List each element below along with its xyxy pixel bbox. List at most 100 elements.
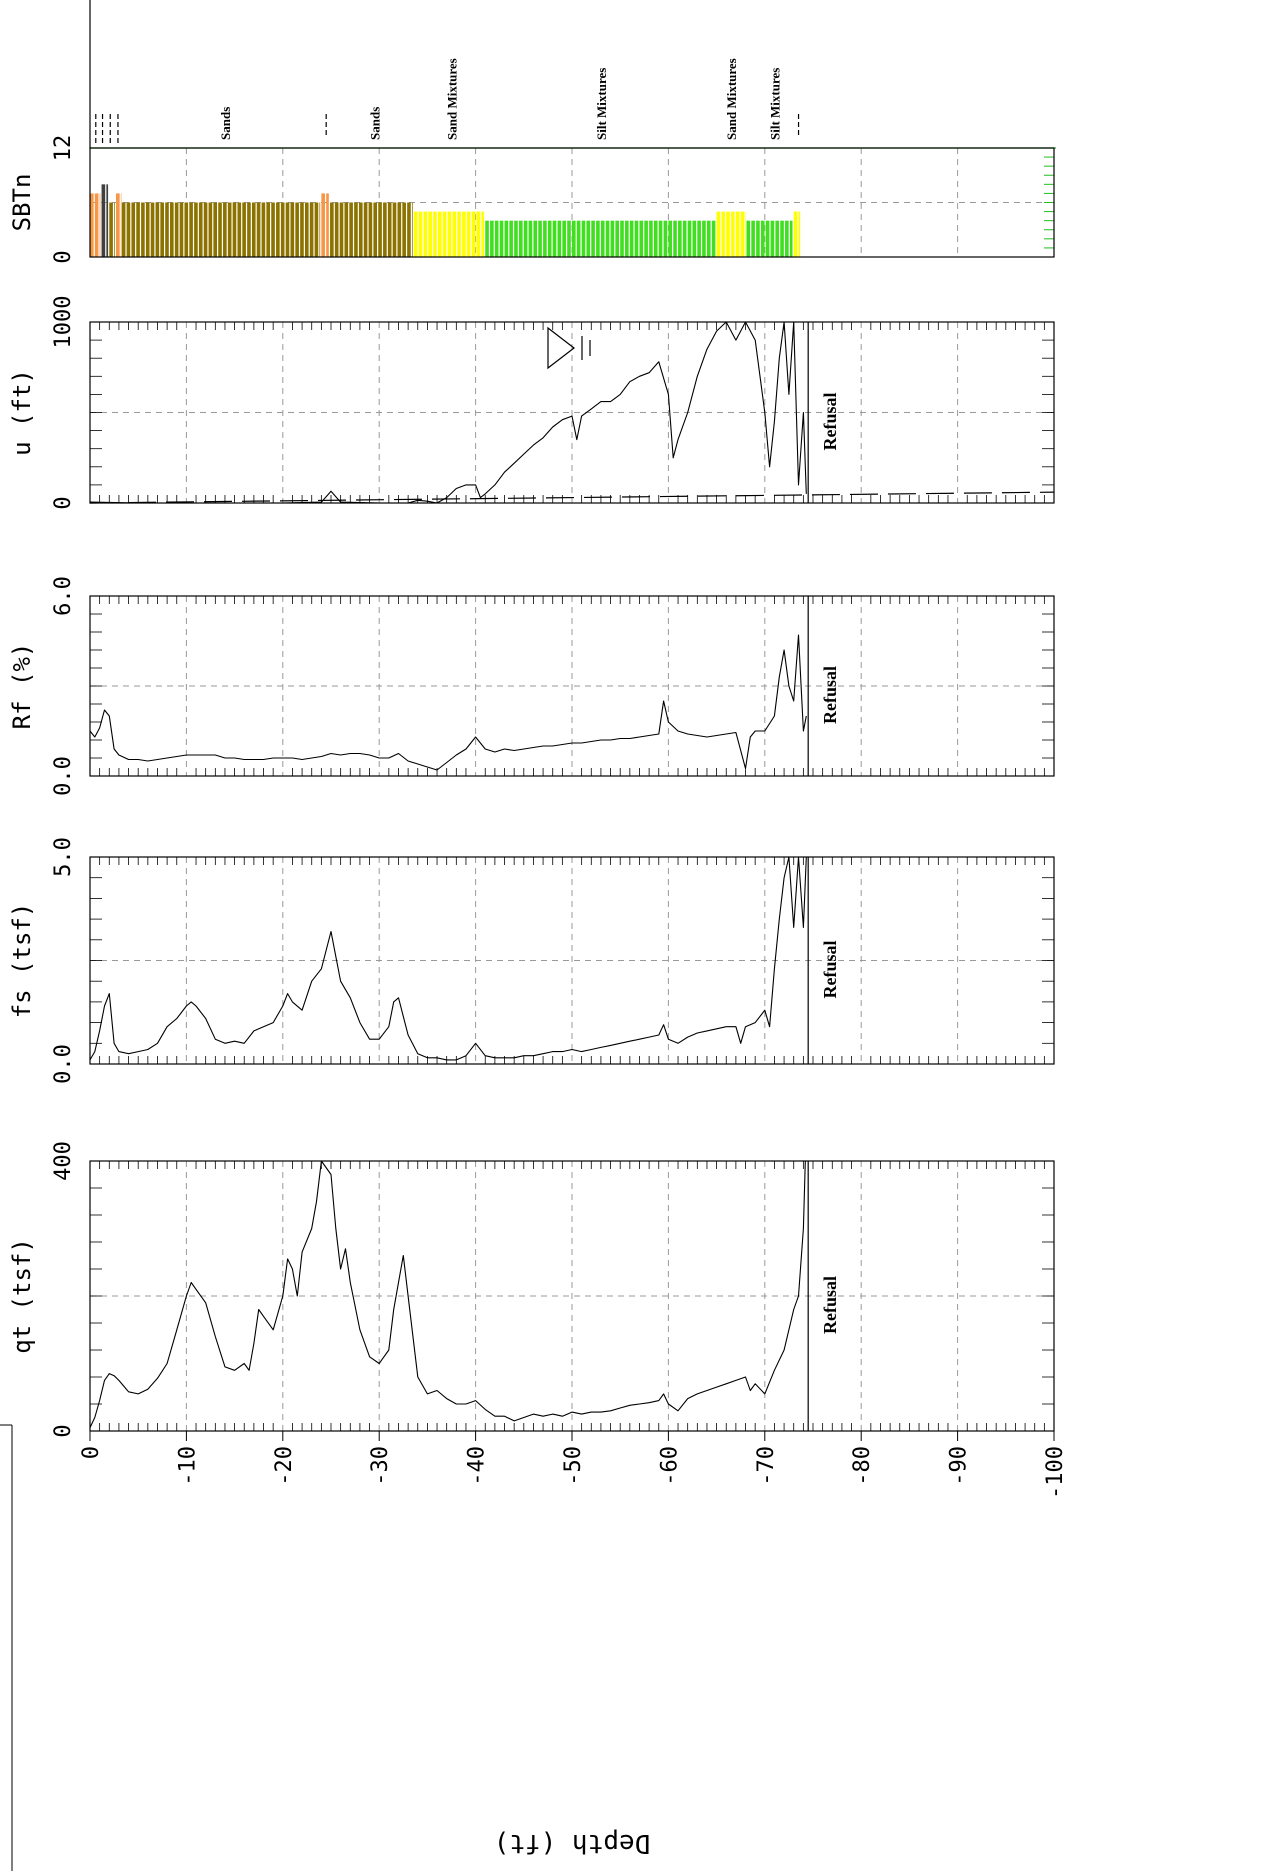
sbtn-bar	[418, 211, 423, 257]
sbtn-bar	[126, 202, 131, 257]
sbtn-bar	[179, 202, 184, 257]
sbtn-zone-label: Silt Mixtures	[767, 68, 782, 140]
sbtn-bar	[615, 220, 619, 257]
sbtn-bar	[625, 220, 629, 257]
sbtn-bar	[644, 220, 648, 257]
sbtn-bar	[581, 220, 586, 257]
sbtn-bar	[114, 202, 115, 257]
sbtn-zone-label: Sand Mixtures	[724, 58, 739, 140]
sbtn-bar	[411, 202, 413, 257]
depth-tick-label: -20	[272, 1446, 297, 1486]
rf-tick-min: 0.0	[51, 756, 76, 796]
sbtn-bar	[793, 211, 798, 257]
fs-tick-max: 5.0	[51, 837, 76, 877]
sbtn-bar	[106, 184, 109, 257]
rf-series-line	[89, 634, 807, 771]
sbtn-bar	[740, 211, 745, 257]
sbtn-bar	[716, 211, 721, 257]
sbtn-bar	[94, 193, 99, 257]
sbtn-bar	[798, 211, 801, 257]
sbtn-bar	[413, 211, 418, 257]
u-series-line	[89, 321, 807, 504]
sbtn-bar	[203, 202, 208, 257]
fs-tick-min: 0.0	[51, 1044, 76, 1084]
sbtn-bar	[780, 220, 784, 257]
sbtn-zone-label: Sands	[367, 107, 382, 140]
sbtn-bar	[304, 202, 309, 257]
fs-axis-label: fs (tsf)	[8, 903, 36, 1019]
sbtn-bar	[605, 220, 610, 257]
sbtn-bar	[314, 202, 319, 257]
sbtn-bar	[349, 202, 353, 257]
sbtn-bar	[490, 220, 494, 257]
refusal-label: Refusal	[820, 393, 840, 451]
sbtn-bar	[402, 202, 406, 257]
sbtn-bar	[629, 220, 634, 257]
sbtn-bar	[354, 202, 358, 257]
sbtn-bar	[668, 220, 673, 257]
sbtn-bar	[649, 220, 653, 257]
sbtn-bar	[280, 202, 285, 257]
sbtn-bar	[218, 202, 222, 257]
sbtn-bar	[242, 202, 246, 257]
sbtn-bar	[120, 193, 122, 257]
sbtn-bar	[237, 202, 242, 257]
sbtn-bar	[731, 211, 735, 257]
sbtn-bar	[706, 220, 711, 257]
sbtn-bar	[373, 202, 378, 257]
sbtn-bar	[682, 220, 687, 257]
sbtn-bar	[99, 193, 101, 257]
sbtn-bar	[150, 202, 155, 257]
grid-layer	[90, 147, 1056, 1431]
sbtn-bar	[174, 202, 179, 257]
sbtn-bar	[109, 202, 113, 257]
sbtn-bar	[639, 220, 644, 257]
depth-tick-label: -60	[657, 1446, 682, 1486]
sbtn-bar	[295, 202, 299, 257]
sbtn-bar	[344, 202, 349, 257]
frames-layer	[0, 0, 1055, 1871]
sbtn-bar	[775, 220, 780, 257]
sbtn-bar	[184, 202, 189, 257]
depth-tick-label: -80	[850, 1446, 875, 1486]
sbtn-bar	[213, 202, 218, 257]
qt-tick-min: 0	[51, 1424, 76, 1437]
sbtn-bar	[702, 220, 706, 257]
sbtn-bar	[462, 211, 466, 257]
sbtn-bar	[155, 202, 160, 257]
sbtn-bar	[121, 202, 126, 257]
sbtn-bar	[194, 202, 198, 257]
sbtn-bar	[760, 220, 765, 257]
sbtn-bar	[101, 184, 106, 257]
sbtn-bar	[271, 202, 275, 257]
sbtn-bar	[442, 211, 447, 257]
sbtn-bar	[326, 193, 329, 257]
sbtn-bar	[523, 220, 528, 257]
qt-series-line	[89, 1160, 806, 1428]
sbtn-bar	[576, 220, 581, 257]
sbtn-bar	[321, 193, 325, 257]
sbtn-bar	[198, 202, 203, 257]
sbtn-bar	[136, 202, 140, 257]
sbtn-bar	[452, 211, 457, 257]
sbtn-bar	[392, 202, 397, 257]
text-layer: Refusal 0 400 qt (tsf) Refusal 0.0 5.0 fs (tsf)…	[8, 58, 1068, 1499]
sbtn-bar	[160, 202, 164, 257]
sbtn-bar	[567, 220, 571, 257]
sbtn-bar	[334, 202, 339, 257]
sbtn-tick-max: 12	[51, 135, 76, 162]
depth-tick-label: -90	[947, 1446, 972, 1486]
sbtn-bar	[90, 193, 94, 257]
sbtn-bar	[223, 202, 227, 257]
sbtn-bar	[547, 220, 552, 257]
sbtn-bar	[116, 193, 120, 257]
sbtn-bar	[457, 211, 461, 257]
sbtn-bar	[514, 220, 518, 257]
sbtn-bar	[673, 220, 677, 257]
sbtn-bar	[290, 202, 295, 257]
sbtn-bar	[423, 211, 428, 257]
depth-tick-label: 0	[79, 1446, 104, 1459]
sbtn-bar	[552, 220, 557, 257]
sbtn-bar	[653, 220, 658, 257]
